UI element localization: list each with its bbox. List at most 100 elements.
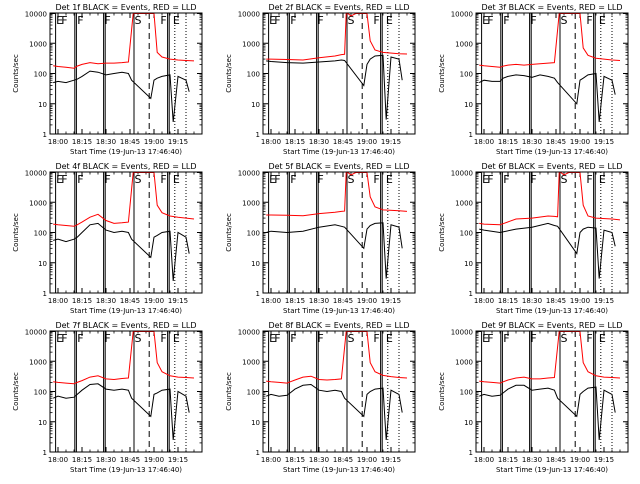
y-tick-label: 10000 (25, 11, 47, 19)
plot-frame (475, 330, 629, 453)
chart-panel-3: Det 3f BLACK = Events, RED = LLD Counts/s… (438, 3, 629, 156)
marker-letter: F (503, 14, 509, 27)
chart-title: Det 6f BLACK = Events, RED = LLD (481, 162, 622, 171)
plot-frame (475, 12, 629, 135)
marker-letter: S (561, 332, 568, 345)
chart-title: Det 3f BLACK = Events, RED = LLD (481, 3, 622, 12)
y-axis-label: Counts/sec (225, 54, 233, 93)
x-tick-label: 18:00 (261, 297, 281, 305)
y-tick-label: 10000 (451, 11, 473, 19)
marker-letter: E (56, 14, 63, 27)
marker-letter: F (274, 332, 280, 345)
marker-letter: F (290, 173, 296, 186)
marker-letter: S (135, 332, 142, 345)
x-tick-label: 19:00 (357, 138, 377, 146)
x-tick-label: 18:30 (96, 456, 116, 464)
lld-series-line (479, 331, 621, 384)
marker-letter: E (56, 173, 63, 186)
chart-title: Det 4f BLACK = Events, RED = LLD (55, 162, 196, 171)
y-tick-label: 1 (43, 290, 47, 298)
x-tick-label: 18:30 (522, 297, 542, 305)
chart-title: Det 8f BLACK = Events, RED = LLD (268, 321, 409, 330)
marker-letter: E (386, 14, 393, 27)
chart-title: Det 9f BLACK = Events, RED = LLD (481, 321, 622, 330)
marker-letter: F (317, 173, 323, 186)
y-tick-label: 100 (247, 230, 260, 238)
marker-letter: F (160, 14, 166, 27)
lld-series-line (266, 331, 408, 384)
y-tick-label: 1 (469, 131, 473, 139)
y-tick-label: 10 (251, 419, 260, 427)
x-tick-label: 18:15 (72, 456, 92, 464)
chart-panel-1: Det 1f BLACK = Events, RED = LLD Counts/s… (12, 3, 203, 156)
x-tick-label: 18:45 (546, 297, 566, 305)
marker-letter: F (290, 332, 296, 345)
y-axis-label: Counts/sec (438, 213, 446, 252)
x-tick-label: 18:15 (285, 138, 305, 146)
marker-letter: F (530, 332, 536, 345)
lld-series-line (53, 13, 195, 69)
marker-letter: F (487, 14, 493, 27)
x-tick-label: 18:45 (333, 297, 353, 305)
marker-letter: E (482, 173, 489, 186)
marker-letter: F (487, 332, 493, 345)
marker-letter: F (317, 332, 323, 345)
chart-title: Det 5f BLACK = Events, RED = LLD (268, 162, 409, 171)
x-axis-label: Start Time (19-Jun-13 17:46:40) (70, 307, 182, 315)
events-series-line (479, 222, 616, 279)
x-axis-label: Start Time (19-Jun-13 17:46:40) (283, 307, 395, 315)
marker-letter: F (77, 332, 83, 345)
x-tick-label: 18:00 (261, 138, 281, 146)
marker-letter: F (503, 173, 509, 186)
marker-letter: F (530, 14, 536, 27)
marker-letter: F (586, 14, 592, 27)
x-tick-label: 19:15 (594, 456, 614, 464)
events-series-line (266, 222, 403, 279)
y-tick-label: 1 (469, 449, 473, 457)
plot-frame (262, 330, 416, 453)
y-tick-label: 100 (34, 71, 47, 79)
marker-letter: E (269, 332, 276, 345)
marker-letter: E (482, 332, 489, 345)
y-axis-label: Counts/sec (225, 213, 233, 252)
x-tick-label: 19:15 (381, 138, 401, 146)
chart-panel-6: Det 6f BLACK = Events, RED = LLD Counts/s… (438, 162, 629, 315)
x-tick-label: 18:00 (474, 297, 494, 305)
x-tick-label: 19:00 (144, 138, 164, 146)
marker-letter: S (348, 14, 355, 27)
marker-letter: E (599, 14, 606, 27)
marker-letter: F (104, 14, 110, 27)
lld-series-line (479, 13, 621, 68)
x-tick-label: 19:00 (357, 456, 377, 464)
y-tick-label: 1000 (29, 40, 47, 48)
marker-letter: F (274, 14, 280, 27)
events-series-line (479, 384, 616, 441)
y-tick-label: 100 (34, 389, 47, 397)
x-tick-label: 18:15 (498, 297, 518, 305)
x-tick-label: 18:15 (72, 297, 92, 305)
marker-letter: E (599, 332, 606, 345)
y-tick-label: 1 (256, 290, 260, 298)
y-tick-label: 10000 (451, 329, 473, 337)
y-tick-label: 1000 (455, 358, 473, 366)
x-axis-label: Start Time (19-Jun-13 17:46:40) (496, 148, 608, 156)
chart-panel-8: Det 8f BLACK = Events, RED = LLD Counts/s… (225, 321, 416, 474)
marker-letter: F (160, 332, 166, 345)
x-tick-label: 18:00 (474, 138, 494, 146)
marker-letter: E (269, 14, 276, 27)
chart-panel-5: Det 5f BLACK = Events, RED = LLD Counts/s… (225, 162, 416, 315)
x-tick-label: 18:00 (48, 456, 68, 464)
y-tick-label: 100 (460, 230, 473, 238)
x-axis-label: Start Time (19-Jun-13 17:46:40) (70, 466, 182, 474)
x-tick-label: 19:15 (168, 297, 188, 305)
marker-letter: E (482, 14, 489, 27)
x-tick-label: 18:00 (474, 456, 494, 464)
y-tick-label: 10 (464, 419, 473, 427)
marker-letter: F (61, 332, 67, 345)
x-tick-label: 18:15 (285, 456, 305, 464)
x-tick-label: 18:30 (96, 138, 116, 146)
x-tick-label: 19:00 (570, 456, 590, 464)
marker-letter: E (173, 173, 180, 186)
events-series-line (266, 383, 403, 441)
y-tick-label: 10 (464, 101, 473, 109)
